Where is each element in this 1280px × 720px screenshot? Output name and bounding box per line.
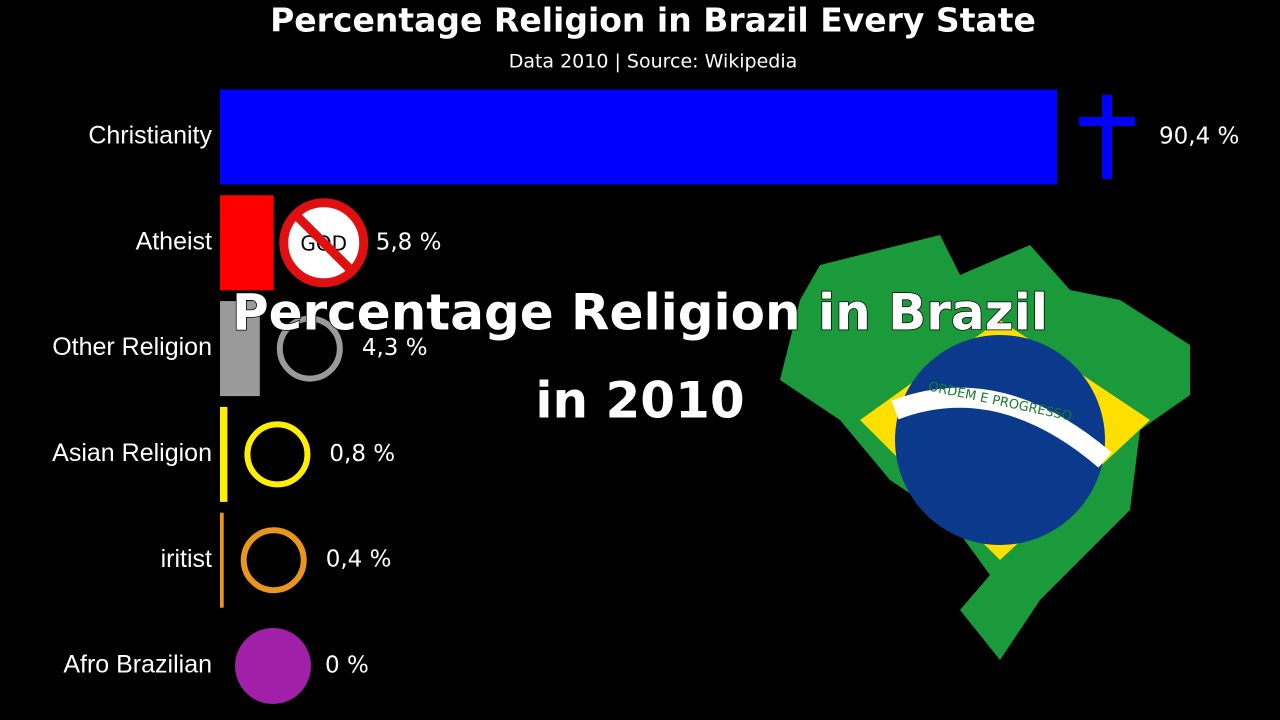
bar: [220, 406, 228, 502]
icon: [292, 211, 355, 274]
icon: [244, 421, 311, 488]
bar: [220, 89, 1057, 185]
brazil-map: [780, 235, 1190, 660]
icon: [276, 315, 343, 382]
value-label: 5,8 %: [376, 229, 442, 255]
category-label: iritist: [161, 545, 212, 573]
value-label: 0,8 %: [329, 441, 395, 467]
bar: [220, 512, 224, 608]
icon: [1079, 117, 1135, 126]
value-label: 0,4 %: [326, 547, 392, 573]
category-label: Other Religion: [52, 333, 212, 361]
overlay-title: in 2010: [535, 372, 744, 430]
icon: [235, 628, 311, 704]
icon: [240, 527, 307, 594]
overlay-title: Percentage Religion in Brazil: [232, 284, 1048, 342]
category-label: Asian Religion: [52, 439, 212, 467]
icon: [1102, 95, 1112, 179]
category-label: Christianity: [88, 122, 212, 150]
bar: [220, 195, 274, 291]
bar: [220, 301, 260, 397]
value-label: 4,3 %: [362, 335, 428, 361]
category-label: Atheist: [136, 227, 212, 255]
value-label: 90,4 %: [1159, 124, 1239, 150]
chart-subtitle: Data 2010 | Source: Wikipedia: [509, 51, 798, 73]
chart-title: Percentage Religion in Brazil Every Stat…: [270, 1, 1036, 40]
category-label: Afro Brazilian: [63, 651, 212, 679]
value-label: 0 %: [325, 653, 369, 679]
